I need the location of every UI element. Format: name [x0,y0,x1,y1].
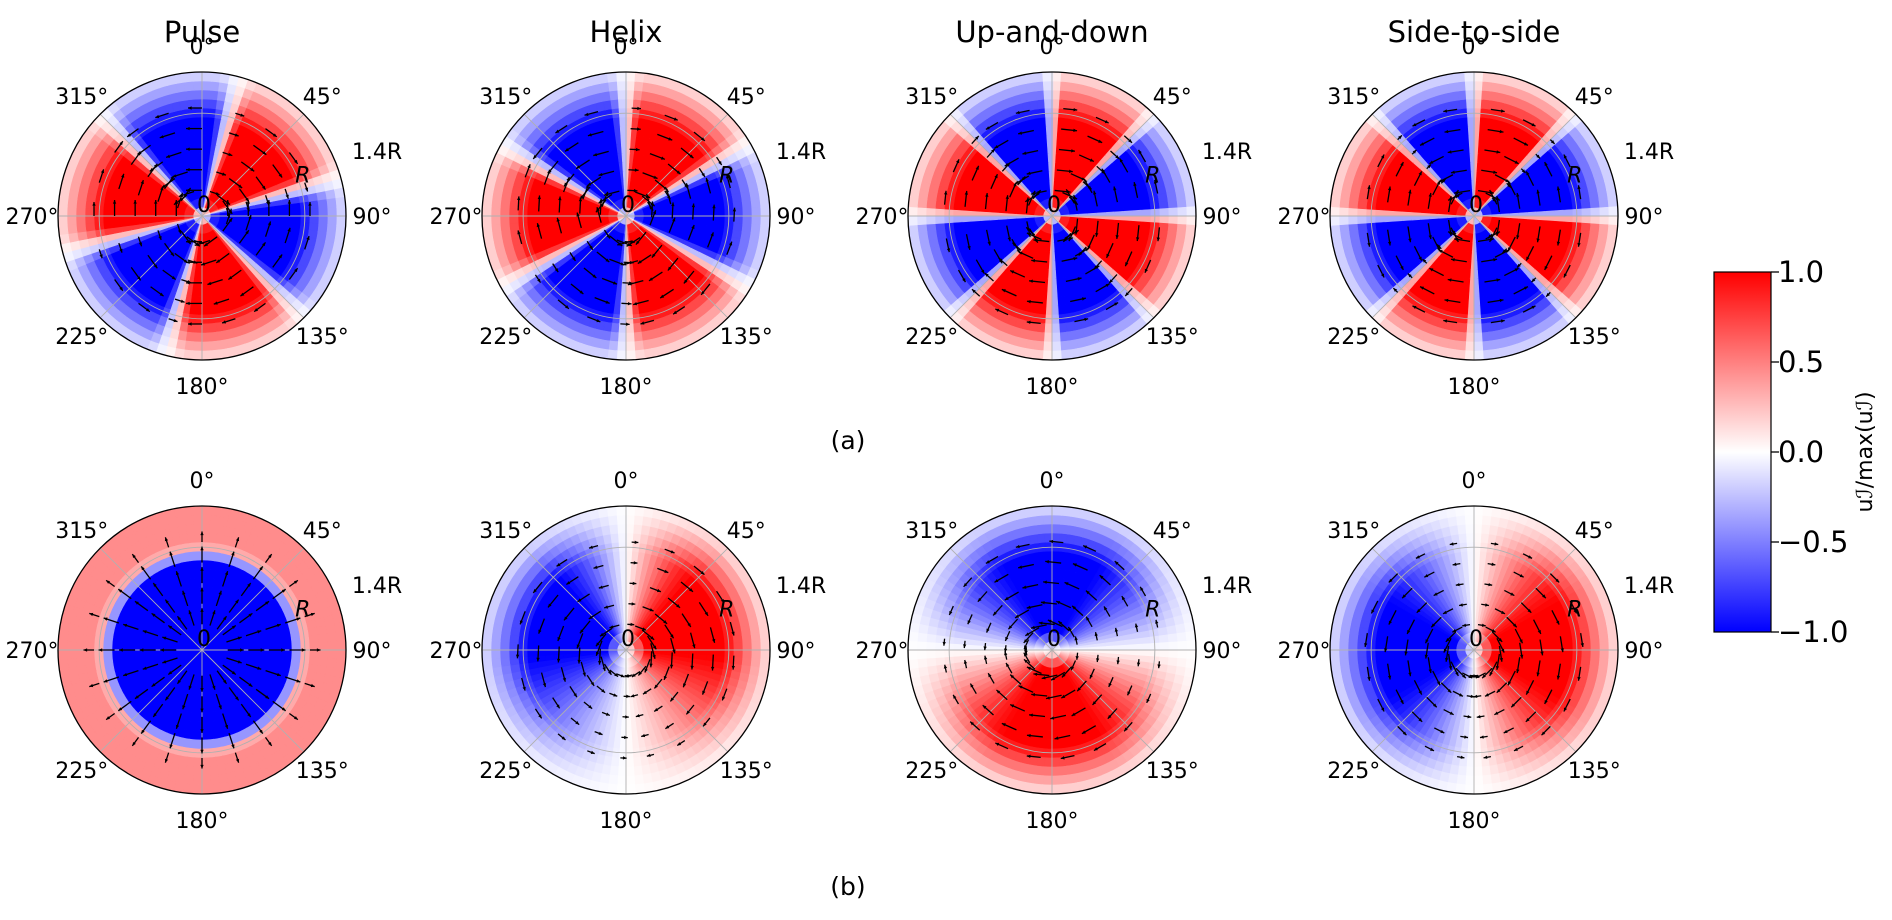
heatmap-cell [66,214,77,226]
angle-label-90: 90° [353,205,392,230]
radial-label-r: R [295,163,310,188]
angle-label-270: 270° [430,205,483,230]
angle-label-90: 90° [777,205,816,230]
heatmap-cell [200,341,212,352]
heatmap-cell [194,98,204,109]
heatmap-cell [1044,98,1054,109]
heatmap-cell [200,350,212,361]
angle-label-45: 45° [303,85,342,110]
heatmap-cell [1177,206,1188,218]
angle-label-135: 135° [720,325,773,350]
heatmap-cell [490,214,501,226]
heatmap-cell [1050,323,1060,334]
heatmap-cell [616,71,628,82]
heatmap-cell [925,214,936,225]
angle-label-135: 135° [296,325,349,350]
column-title-pulse: Pulse [164,15,240,49]
heatmap-cell [499,214,510,225]
polar-panel-helix-a: 0° 45° 90° 135° 180° 225° 270° 315° 0 R 1.4R [430,35,827,400]
angle-label-225: 225° [55,325,108,350]
angle-label-45: 45° [727,85,766,110]
heatmap-cell [192,71,204,82]
heatmap-cell [84,214,95,224]
angle-label-180: 180° [176,375,229,400]
heatmap-cell [309,208,320,218]
column-title-side-to-side: Side-to-side [1388,15,1561,49]
angle-label-270: 270° [6,205,59,230]
heatmap-cell [916,214,927,226]
radial-label-r: R [719,163,734,188]
heatmap-cell [617,89,628,100]
heatmap-cell [1168,207,1179,218]
radial-label-0: 0 [197,193,211,218]
column-title-helix: Helix [590,15,663,49]
heatmap-cell [1050,332,1061,343]
heatmap-cell [1159,208,1170,218]
radial-label-0: 0 [621,193,635,218]
heatmap-cell [624,350,636,361]
angle-label-225: 225° [479,325,532,350]
angle-label-315: 315° [479,85,532,110]
angle-label-180: 180° [600,375,653,400]
heatmap-cell [760,206,771,218]
heatmap-cell [193,89,204,100]
heatmap-cell [934,214,945,224]
heatmap-cell [624,332,635,343]
heatmap-cell [1043,89,1054,100]
polar-panels: 0° 45° 90° 135° 180° 225° 270° 315° 0 R 1.4R 0° 45° 9… [6,35,1675,834]
heatmap-cell [481,214,492,226]
heatmap-cell [624,341,636,352]
heatmap-cell [1050,341,1062,352]
heatmap-pulse-a [57,71,347,361]
heatmap-cell [192,80,204,91]
heatmap-cell [327,206,338,218]
angle-label-0: 0° [614,35,639,60]
radial-label-1-4r: 1.4R [352,140,402,165]
heatmap-cell [616,80,628,91]
angle-label-315: 315° [55,85,108,110]
column-title-up-and-down: Up-and-down [955,15,1148,49]
heatmap-cell [742,207,753,218]
heatmap-cell [75,214,86,225]
heatmap-cell [508,214,519,224]
heatmap-cell [751,206,762,218]
polar-panel-up-and-down-a: 0°45°90°135°180°225°270°315°0R1.4R [856,35,1253,400]
heatmap-cell [1042,80,1054,91]
heatmap-cell [336,206,347,218]
heatmap-cell [1186,206,1197,218]
heatmap-cell [200,323,210,334]
heatmap-cell [318,207,329,218]
heatmap-cell [618,98,628,109]
heatmap-cell [57,214,68,226]
heatmap-cell [200,332,211,343]
radial-label-1-4r: 1.4R [776,140,826,165]
angle-label-0: 0° [190,35,215,60]
polar-panel-pulse-a: 0° 45° 90° 135° 180° 225° 270° 315° 0 R 1.4R [6,35,403,400]
